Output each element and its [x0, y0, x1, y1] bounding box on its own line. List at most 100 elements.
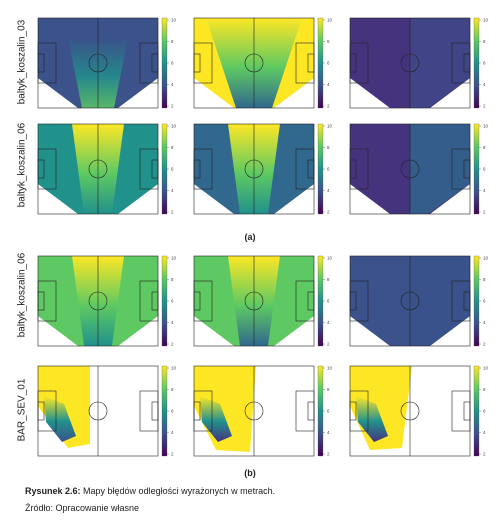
pitch-lines	[349, 255, 471, 347]
heatmap-a-2-2: 10 8 6 4 2	[190, 118, 352, 220]
heatmap-a-2-3: 10 8 6 4 2	[346, 118, 500, 220]
colorbar-tick-label: 10	[171, 256, 177, 261]
colorbar-tick-label: 10	[327, 18, 333, 23]
colorbar-tick-label: 8	[327, 39, 330, 44]
colorbar-tick-label: 6	[483, 409, 486, 414]
pitch-lines	[349, 17, 471, 109]
colorbar-tick-label: 4	[327, 188, 330, 193]
colorbar-tick-label: 10	[483, 124, 489, 129]
colorbar-tick-label: 8	[171, 387, 174, 392]
row-label-a2: baltyk_koszalin_06	[16, 122, 28, 208]
colorbar-tick-label: 8	[327, 277, 330, 282]
pitch-lines	[193, 123, 315, 215]
colorbar-tick-label: 2	[171, 210, 174, 215]
pitch-lines	[37, 123, 159, 215]
colorbar-tick-label: 2	[483, 104, 486, 109]
heatmap-b-2-3: 10 8 6 4 2	[346, 360, 500, 462]
colorbar-tick-label: 4	[483, 188, 486, 193]
colorbar-tick-label: 8	[171, 145, 174, 150]
caption-text: Mapy błędów odległości wyrażonych w metr…	[80, 486, 276, 496]
colorbar-tick-label: 8	[171, 277, 174, 282]
row-label-b2: BAR_SEV_01	[16, 378, 28, 442]
colorbar: 10 8 6 4 2	[473, 256, 489, 347]
colorbar-tick-label: 2	[483, 342, 486, 347]
colorbar: 10 8 6 4 2	[473, 366, 489, 457]
pitch-lines	[193, 255, 315, 347]
heatmap-a-1-1: 10 8 6 4 2	[34, 12, 196, 114]
pitch-lines	[37, 17, 159, 109]
pitch-lines	[193, 365, 315, 457]
heatmap-b-2-1: 10 8 6 4 2	[34, 360, 196, 462]
colorbar-tick-label: 6	[483, 299, 486, 304]
colorbar-tick-label: 10	[327, 124, 333, 129]
colorbar-tick-label: 10	[171, 124, 177, 129]
colorbar-tick-label: 10	[171, 366, 177, 371]
colorbar-tick-label: 4	[327, 82, 330, 87]
colorbar-tick-label: 8	[483, 277, 486, 282]
pitch-lines	[37, 365, 159, 457]
colorbar: 10 8 6 4 2	[161, 18, 177, 109]
colorbar-tick-label: 10	[483, 366, 489, 371]
heatmap-field	[38, 366, 90, 448]
colorbar-tick-label: 6	[171, 167, 174, 172]
colorbar: 10 8 6 4 2	[473, 18, 489, 109]
colorbar-tick-label: 6	[327, 167, 330, 172]
heatmap-b-1-2: 10 8 6 4 2	[190, 250, 352, 352]
heatmap-a-1-3: 10 8 6 4 2	[346, 12, 500, 114]
colorbar-tick-label: 6	[327, 409, 330, 414]
colorbar-tick-label: 10	[327, 256, 333, 261]
colorbar: 10 8 6 4 2	[317, 366, 333, 457]
colorbar: 10 8 6 4 2	[317, 256, 333, 347]
colorbar-tick-label: 8	[483, 387, 486, 392]
colorbar: 10 8 6 4 2	[473, 124, 489, 215]
colorbar: 10 8 6 4 2	[161, 124, 177, 215]
subfigure-label-b: (b)	[244, 468, 256, 478]
colorbar-tick-label: 6	[483, 167, 486, 172]
colorbar-tick-label: 2	[171, 342, 174, 347]
colorbar-tick-label: 2	[483, 210, 486, 215]
colorbar-tick-label: 6	[327, 299, 330, 304]
figure-caption: Rysunek 2.6: Mapy błędów odległości wyra…	[25, 486, 275, 496]
colorbar-tick-label: 8	[171, 39, 174, 44]
pitch-lines	[37, 255, 159, 347]
heatmap-b-1-1: 10 8 6 4 2	[34, 250, 196, 352]
colorbar-tick-label: 4	[171, 82, 174, 87]
colorbar: 10 8 6 4 2	[161, 366, 177, 457]
pitch-lines	[349, 123, 471, 215]
colorbar-tick-label: 4	[327, 320, 330, 325]
colorbar-tick-label: 6	[171, 299, 174, 304]
colorbar-tick-label: 2	[171, 452, 174, 457]
heatmap-b-1-3: 10 8 6 4 2	[346, 250, 500, 352]
colorbar-tick-label: 8	[483, 39, 486, 44]
row-label-b1: baltyk_koszalin_06	[16, 252, 28, 338]
colorbar-tick-label: 10	[483, 18, 489, 23]
figure-source: Źródło: Opracowanie własne	[25, 503, 140, 513]
row-label-a1: baltyk_koszalin_03	[16, 19, 28, 105]
heatmap-field	[194, 366, 256, 452]
colorbar-tick-label: 6	[171, 409, 174, 414]
heatmap-field	[350, 366, 412, 450]
colorbar-tick-label: 4	[171, 320, 174, 325]
colorbar-tick-label: 2	[483, 452, 486, 457]
colorbar: 10 8 6 4 2	[161, 256, 177, 347]
colorbar: 10 8 6 4 2	[317, 18, 333, 109]
colorbar-tick-label: 4	[483, 82, 486, 87]
colorbar-tick-label: 2	[327, 452, 330, 457]
colorbar-tick-label: 10	[171, 18, 177, 23]
colorbar-tick-label: 4	[171, 188, 174, 193]
heatmap-b-2-2: 10 8 6 4 2	[190, 360, 352, 462]
colorbar-tick-label: 10	[327, 366, 333, 371]
colorbar-tick-label: 2	[327, 210, 330, 215]
colorbar-tick-label: 4	[327, 430, 330, 435]
pitch-lines	[349, 365, 471, 457]
colorbar-tick-label: 6	[483, 61, 486, 66]
colorbar: 10 8 6 4 2	[317, 124, 333, 215]
caption-label: Rysunek 2.6:	[25, 486, 81, 496]
colorbar-tick-label: 6	[171, 61, 174, 66]
colorbar-tick-label: 6	[327, 61, 330, 66]
colorbar-tick-label: 10	[483, 256, 489, 261]
colorbar-tick-label: 4	[483, 430, 486, 435]
colorbar-tick-label: 4	[483, 320, 486, 325]
colorbar-tick-label: 8	[327, 387, 330, 392]
